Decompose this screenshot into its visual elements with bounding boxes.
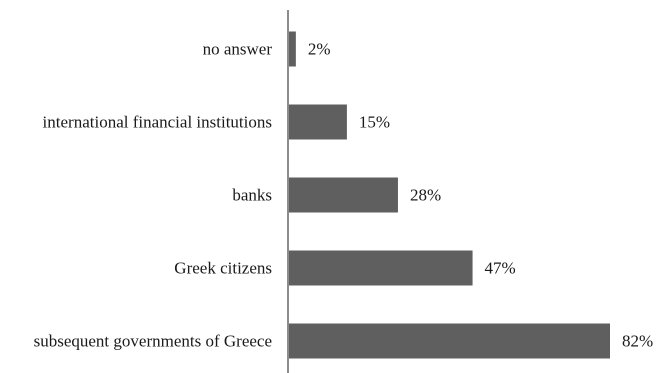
bar-no-answer xyxy=(288,31,296,67)
bar-banks xyxy=(288,177,398,213)
value-labels-group: 2% 15% 28% 47% 82% xyxy=(308,40,653,351)
bar-greek-citizens xyxy=(288,250,473,286)
value-label-international-financial-institutions: 15% xyxy=(359,113,390,132)
value-label-no-answer: 2% xyxy=(308,40,331,59)
category-label-banks: banks xyxy=(232,186,272,205)
bars-group xyxy=(288,31,610,359)
value-label-greek-citizens: 47% xyxy=(485,259,516,278)
category-label-international-financial-institutions: international financial institutions xyxy=(43,113,272,132)
value-label-banks: 28% xyxy=(410,186,441,205)
category-labels-group: no answer international financial institu… xyxy=(34,40,273,351)
category-label-greek-citizens: Greek citizens xyxy=(174,259,272,278)
category-label-subsequent-governments-of-greece: subsequent governments of Greece xyxy=(34,332,272,351)
value-label-subsequent-governments-of-greece: 82% xyxy=(622,332,653,351)
bar-subsequent-governments-of-greece xyxy=(288,323,610,359)
bar-international-financial-institutions xyxy=(288,104,347,140)
category-label-no-answer: no answer xyxy=(203,40,273,59)
